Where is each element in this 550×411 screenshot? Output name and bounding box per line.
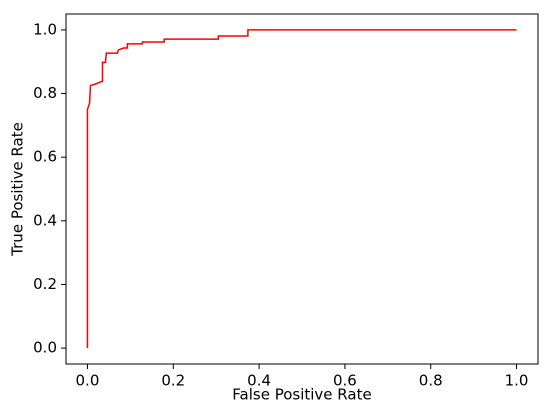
x-tick-label: 0.2 [161,372,185,390]
plot-frame [65,13,539,365]
y-tick-label: 0.0 [33,339,57,357]
y-axis-label: True Positive Rate [9,122,27,257]
x-tick-label: 0.0 [76,372,100,390]
roc-line [86,29,517,349]
x-tick-label: 0.6 [333,372,357,390]
x-axis-label: False Positive Rate [232,386,371,404]
y-tick-label: 0.2 [33,275,57,293]
x-tick-label: 1.0 [505,372,529,390]
x-tick-label: 0.4 [247,372,271,390]
x-tick-label: 0.8 [419,372,443,390]
y-tick-label: 0.4 [33,211,57,229]
y-tick-label: 0.6 [33,148,57,166]
y-tick-label: 1.0 [33,20,57,38]
y-tick-label: 0.8 [33,84,57,102]
